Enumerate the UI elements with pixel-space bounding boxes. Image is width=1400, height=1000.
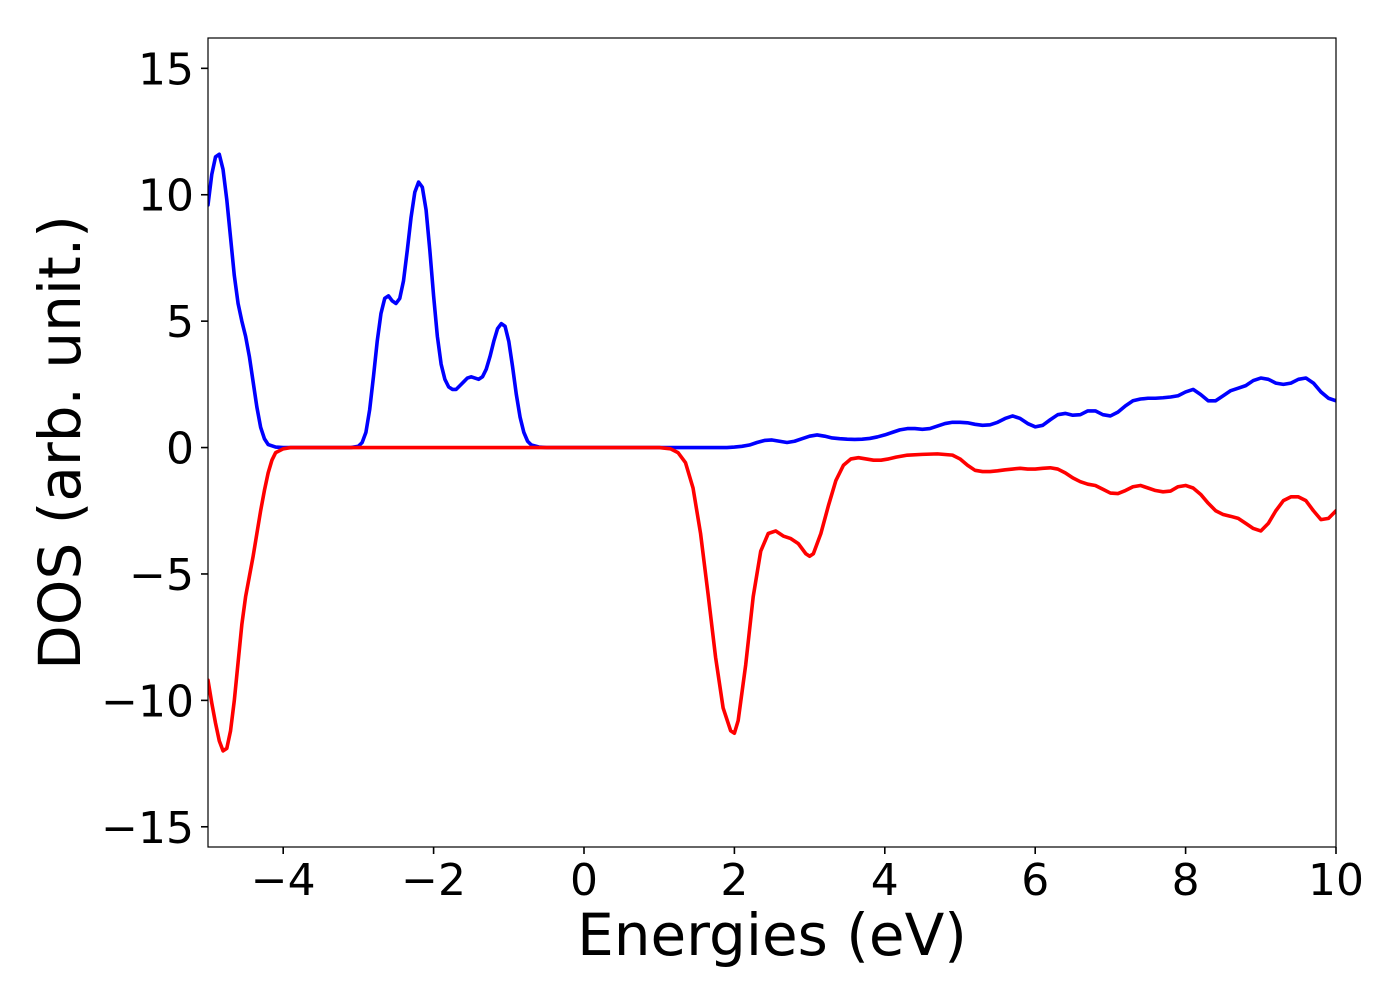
x-axis-ticks: −4 −2 0 2 4 6 8 10 <box>251 847 1364 906</box>
y-tick-label: 5 <box>166 297 194 348</box>
y-tick-label: 0 <box>166 424 194 475</box>
x-tick-label: −2 <box>401 855 466 906</box>
y-axis-label: DOS (arb. unit.) <box>26 215 94 670</box>
x-tick-label: 0 <box>570 855 598 906</box>
x-tick-label: 2 <box>720 855 748 906</box>
x-axis-label: Energies (eV) <box>577 901 967 969</box>
y-tick-label: 10 <box>138 171 194 222</box>
x-tick-label: 8 <box>1172 855 1200 906</box>
y-axis-ticks: −15 −10 −5 0 5 10 15 <box>101 44 208 854</box>
x-tick-label: −4 <box>251 855 316 906</box>
series-line-red <box>208 445 1336 753</box>
plot-frame <box>207 37 1337 848</box>
x-tick-label: 6 <box>1021 855 1049 906</box>
x-tick-label: 10 <box>1308 855 1364 906</box>
x-tick-label: 4 <box>871 855 899 906</box>
y-tick-label: −10 <box>101 676 194 727</box>
y-tick-label: −5 <box>129 550 194 601</box>
y-tick-label: −15 <box>101 803 194 854</box>
y-tick-label: 15 <box>138 44 194 95</box>
series-layer <box>208 152 1336 753</box>
series-line-blue <box>208 152 1336 450</box>
